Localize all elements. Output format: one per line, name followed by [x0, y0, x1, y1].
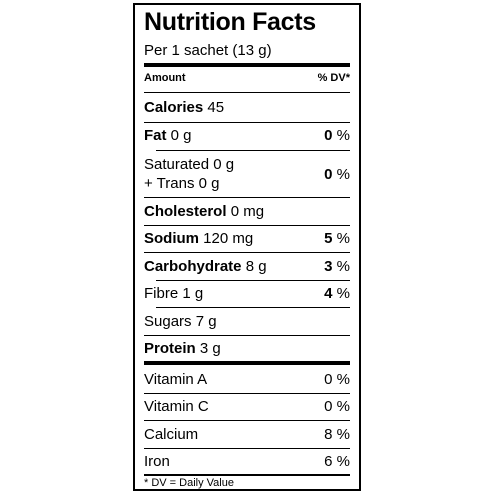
calories-label: Calories — [144, 99, 204, 116]
footnote-text: * DV = Daily Value — [144, 477, 234, 489]
calcium-label: Calcium — [144, 426, 199, 443]
divider — [156, 150, 350, 151]
vitamin-c-dv: 0 % — [324, 398, 350, 415]
divider — [144, 448, 350, 449]
vitamin-a-label: Vitamin A — [144, 371, 208, 388]
thick-rule-top — [144, 63, 350, 67]
label-title: Nutrition Facts — [144, 8, 316, 36]
divider — [156, 307, 350, 308]
fibre-dv: 4 — [324, 285, 333, 302]
fat-value: 0 g — [170, 127, 192, 144]
fat-dv: 0 — [324, 127, 333, 144]
footnote-rule — [144, 474, 350, 476]
carbohydrate-value: 8 g — [245, 258, 267, 275]
cholesterol-value: 0 mg — [230, 203, 265, 220]
saturated-dv: 0 — [324, 166, 333, 183]
fat-label: Fat — [144, 127, 167, 144]
fibre-label: Fibre 1 g — [144, 285, 204, 302]
trans-label: + Trans 0 g — [144, 175, 220, 192]
serving-size: Per 1 sachet (13 g) — [144, 42, 272, 59]
amount-header: Amount — [144, 72, 186, 84]
saturated-trans-row: Saturated 0 g + Trans 0 g 0 % — [144, 156, 350, 192]
vitamin-a-dv: 0 % — [324, 371, 350, 388]
vitamin-c-label: Vitamin C — [144, 398, 209, 415]
cholesterol-label: Cholesterol — [144, 203, 227, 220]
carbohydrate-dv: 3 — [324, 258, 333, 275]
divider — [144, 252, 350, 253]
thick-rule-vitamins — [144, 361, 350, 365]
divider — [144, 335, 350, 336]
divider — [144, 225, 350, 226]
protein-value: 3 g — [199, 340, 221, 357]
iron-label: Iron — [144, 453, 170, 470]
divider — [156, 280, 350, 281]
calories-value: 45 — [207, 99, 225, 116]
iron-dv: 6 % — [324, 453, 350, 470]
sodium-label: Sodium — [144, 230, 199, 247]
calcium-dv: 8 % — [324, 426, 350, 443]
saturated-label: Saturated 0 g — [144, 156, 235, 173]
carbohydrate-label: Carbohydrate — [144, 258, 242, 275]
protein-label: Protein — [144, 340, 196, 357]
dv-header: % DV* — [317, 72, 350, 84]
divider — [144, 393, 350, 394]
sodium-value: 120 mg — [203, 230, 254, 247]
nutrition-facts-label: Nutrition Facts Per 1 sachet (13 g) Amou… — [133, 3, 361, 491]
header-rule — [144, 92, 350, 93]
sugars-label: Sugars 7 g — [144, 313, 217, 330]
divider — [144, 420, 350, 421]
divider — [144, 122, 350, 123]
sodium-dv: 5 — [324, 230, 333, 247]
divider — [144, 197, 350, 198]
